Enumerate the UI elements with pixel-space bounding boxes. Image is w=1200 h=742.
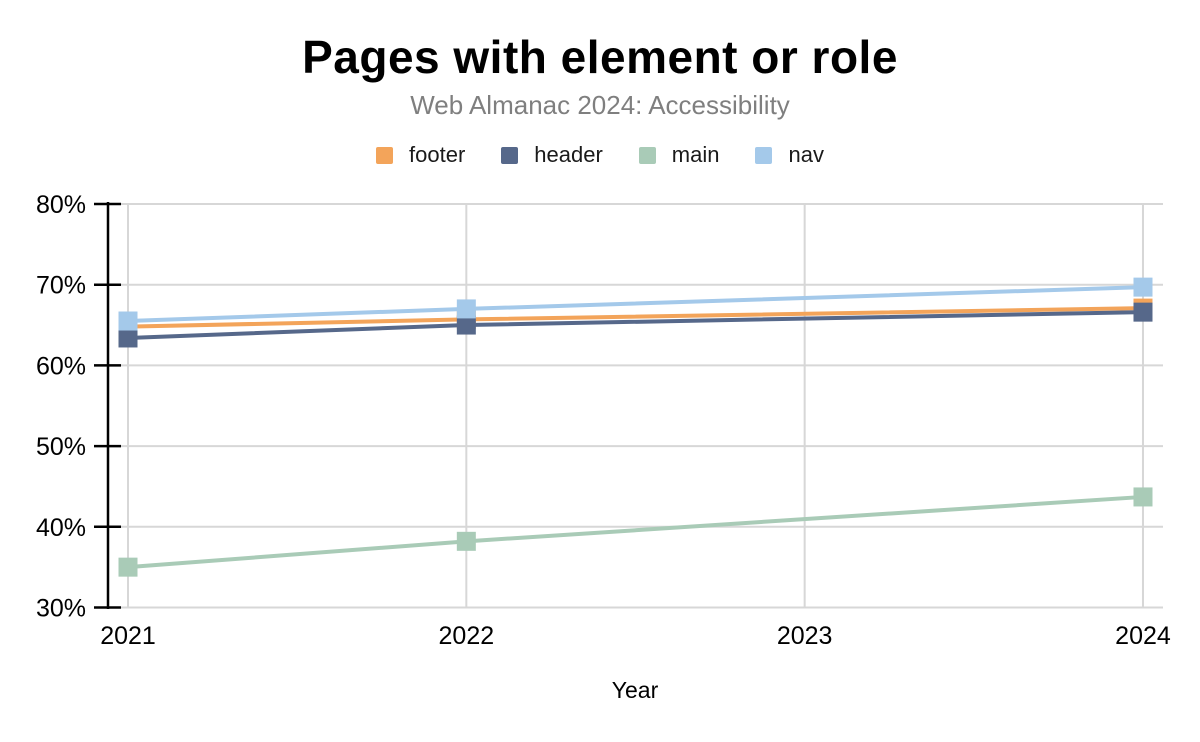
- legend-swatch-header: [501, 146, 519, 164]
- data-point-main-2021[interactable]: [118, 557, 138, 577]
- legend-item-header[interactable]: header: [501, 142, 603, 168]
- y-tick-label: 60%: [36, 352, 86, 380]
- data-point-nav-2021[interactable]: [118, 311, 138, 331]
- legend-label-nav: nav: [788, 142, 824, 167]
- series-main: [118, 487, 1153, 577]
- x-tick-label: 2021: [100, 622, 156, 650]
- legend-swatch-main: [638, 146, 656, 164]
- legend-item-footer[interactable]: footer: [376, 142, 465, 168]
- legend-item-nav[interactable]: nav: [755, 142, 824, 168]
- chart-title: Pages with element or role: [302, 31, 898, 83]
- axis-labels: 30% 40% 50% 60% 70% 80% 2021 2022 2023 2024 Year: [36, 191, 1171, 703]
- chart-subtitle: Web Almanac 2024: Accessibility: [410, 90, 790, 120]
- x-tick-label: 2024: [1115, 622, 1171, 650]
- legend-swatch-nav: [755, 146, 773, 164]
- legend-item-main[interactable]: main: [638, 142, 720, 168]
- data-point-header-2021[interactable]: [118, 328, 138, 348]
- data-point-nav-2024[interactable]: [1133, 277, 1153, 297]
- series-header: [118, 302, 1153, 348]
- legend-label-footer: footer: [409, 142, 466, 167]
- legend-label-main: main: [671, 142, 720, 167]
- legend-swatch-footer: [376, 146, 394, 164]
- y-axis: [94, 202, 121, 609]
- chart-legend: footer header main nav: [0, 142, 1200, 168]
- y-tick-label: 80%: [36, 191, 86, 219]
- data-point-main-2024[interactable]: [1133, 487, 1153, 507]
- y-tick-label: 40%: [36, 514, 86, 542]
- data-point-main-2022[interactable]: [456, 531, 476, 551]
- y-tick-label: 70%: [36, 272, 86, 300]
- series-line-main: [127, 494, 1144, 570]
- data-point-header-2022[interactable]: [456, 315, 476, 335]
- data-point-header-2024[interactable]: [1133, 302, 1153, 322]
- series-nav: [118, 277, 1153, 331]
- y-tick-label: 50%: [36, 433, 86, 461]
- data-point-nav-2022[interactable]: [456, 299, 476, 319]
- gridlines: [119, 203, 1163, 609]
- x-axis-title: Year: [612, 677, 659, 703]
- y-tick-label: 30%: [36, 595, 86, 623]
- legend-label-header: header: [534, 142, 603, 167]
- x-tick-label: 2023: [777, 622, 833, 650]
- x-tick-label: 2022: [439, 622, 495, 650]
